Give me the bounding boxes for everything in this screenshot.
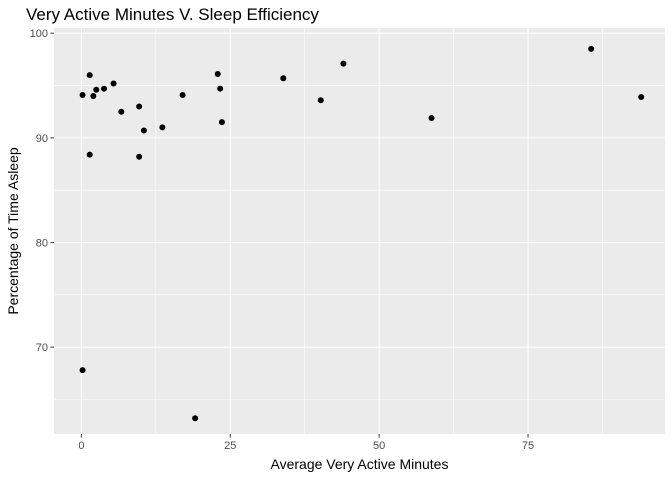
data-point: [86, 151, 93, 158]
data-point: [159, 124, 166, 131]
data-point: [428, 114, 435, 121]
data-point: [217, 85, 224, 92]
data-point: [317, 97, 324, 104]
chart-title: Very Active Minutes V. Sleep Efficiency: [26, 5, 319, 24]
data-point: [79, 367, 86, 374]
y-axis-title: Percentage of Time Asleep: [5, 147, 21, 315]
data-point: [86, 72, 93, 79]
x-axis-ticks: [80, 434, 529, 438]
data-point: [101, 85, 108, 92]
y-tick-label: 90: [36, 133, 48, 145]
data-point: [136, 103, 143, 110]
minor-grid: [54, 28, 665, 434]
y-axis-tick-labels: 70 80 90 100: [30, 28, 48, 354]
data-point: [179, 91, 186, 98]
data-point: [588, 45, 595, 52]
data-point: [140, 127, 147, 134]
data-point: [93, 86, 100, 93]
x-axis-tick-labels: 0 25 50 75: [78, 440, 534, 452]
data-point: [214, 71, 221, 78]
y-tick-label: 70: [36, 342, 48, 354]
data-point: [136, 153, 143, 160]
y-axis-ticks: [50, 32, 54, 348]
data-point: [280, 75, 287, 82]
major-grid: [54, 28, 665, 434]
data-point: [218, 119, 225, 126]
x-axis-title: Average Very Active Minutes: [271, 456, 449, 472]
data-point: [638, 94, 645, 101]
plot-panel: [54, 28, 665, 434]
x-tick-label: 50: [373, 440, 385, 452]
data-point: [118, 108, 125, 115]
data-point: [192, 415, 199, 422]
data-point: [110, 80, 117, 87]
x-tick-label: 75: [522, 440, 534, 452]
x-tick-label: 0: [78, 440, 84, 452]
data-point: [90, 93, 97, 100]
y-tick-label: 100: [30, 28, 48, 40]
data-point: [79, 91, 86, 98]
y-tick-label: 80: [36, 238, 48, 250]
data-point: [340, 60, 347, 67]
data-points: [79, 45, 645, 422]
x-tick-label: 25: [224, 440, 236, 452]
